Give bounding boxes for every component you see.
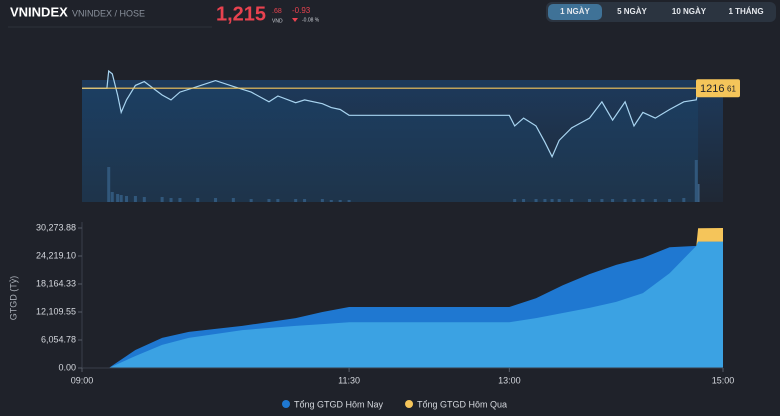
x-tick-label: 09:00 bbox=[71, 375, 94, 385]
volume-bar bbox=[214, 198, 218, 202]
volume-bar bbox=[570, 199, 574, 202]
volume-bar bbox=[600, 199, 604, 202]
symbol: VNINDEX bbox=[10, 4, 68, 19]
volume-bar bbox=[169, 198, 173, 202]
tab-active bbox=[548, 4, 602, 20]
volume-bar bbox=[543, 199, 547, 202]
y-tick-label: 6,054.78 bbox=[41, 334, 76, 344]
x-tick-label: 11:30 bbox=[338, 375, 360, 385]
change: -0.93 bbox=[292, 6, 311, 15]
volume-bar bbox=[110, 192, 114, 202]
down-arrow bbox=[292, 18, 298, 22]
volume-bar bbox=[653, 199, 657, 202]
tab[interactable]: 10 NGÀY bbox=[672, 7, 707, 16]
volume-bar bbox=[160, 197, 164, 202]
volume-bar bbox=[178, 198, 182, 202]
y-tick-label: 24,219.10 bbox=[36, 250, 76, 260]
legend-swatch bbox=[405, 400, 414, 408]
volume-bar bbox=[294, 199, 298, 202]
legend-label[interactable]: Tổng GTGD Hôm Qua bbox=[417, 399, 507, 409]
volume-bar bbox=[133, 196, 137, 202]
volume-bar bbox=[303, 199, 307, 202]
change-percent: -0.08 % bbox=[302, 17, 320, 23]
price-line bbox=[82, 69, 699, 159]
y-tick-label: 0.00 bbox=[58, 362, 76, 372]
reference-label: 1216 bbox=[700, 83, 724, 95]
exchange: VNINDEX / HOSE bbox=[72, 8, 145, 18]
x-tick-label: 15:00 bbox=[712, 375, 735, 385]
legend-swatch bbox=[282, 400, 290, 408]
volume-bar bbox=[513, 199, 517, 202]
volume-bar bbox=[587, 199, 591, 202]
volume-bar bbox=[522, 199, 526, 202]
price-decimal: .68 bbox=[272, 8, 282, 15]
volume-bar bbox=[196, 198, 200, 202]
volume-bar bbox=[632, 199, 636, 202]
y-tick-label: 18,164.33 bbox=[36, 278, 76, 288]
volume-bar bbox=[320, 199, 324, 202]
volume-bar bbox=[611, 199, 615, 202]
volume-bar bbox=[534, 199, 538, 202]
volume-bar bbox=[623, 199, 627, 202]
tab[interactable]: 1 NGÀY bbox=[560, 7, 590, 16]
tab-bar bbox=[546, 2, 776, 22]
reference-label-box bbox=[696, 79, 740, 98]
volume-bar bbox=[668, 199, 672, 202]
volume-bar bbox=[641, 199, 645, 202]
volume-bar bbox=[550, 199, 554, 202]
x-tick-label: 13:00 bbox=[498, 375, 521, 385]
legend-label[interactable]: Tổng GTGD Hôm Nay bbox=[294, 399, 384, 409]
price-area bbox=[82, 71, 699, 202]
volume-bar bbox=[116, 194, 120, 202]
price-unit: VND bbox=[272, 18, 283, 24]
volume-bar bbox=[329, 200, 333, 202]
volume-bar bbox=[231, 198, 235, 202]
tab[interactable]: 5 NGÀY bbox=[617, 7, 647, 16]
volume-bar bbox=[125, 196, 129, 202]
overlap-area bbox=[108, 241, 723, 368]
y-axis-label: GTGD (Tỷ) bbox=[8, 276, 18, 321]
y-tick-label: 30,273.88 bbox=[36, 222, 76, 232]
volume-bar bbox=[694, 160, 698, 202]
price-panel bbox=[82, 80, 723, 202]
volume-bar bbox=[696, 184, 700, 202]
volume-bar bbox=[142, 197, 146, 202]
volume-bar bbox=[557, 199, 561, 202]
volume-bar bbox=[267, 199, 271, 202]
reference-label-decimal: 61 bbox=[727, 84, 736, 93]
price: 1,215 bbox=[216, 3, 266, 25]
volume-bar bbox=[276, 199, 280, 202]
volume-bar bbox=[338, 200, 342, 202]
volume-bar bbox=[682, 198, 686, 202]
volume-bar bbox=[347, 200, 351, 202]
y-tick-label: 12,109.55 bbox=[36, 306, 76, 316]
volume-bar bbox=[107, 167, 111, 202]
volume-bar bbox=[119, 195, 123, 202]
tab[interactable]: 1 THÁNG bbox=[728, 7, 763, 16]
volume-bar bbox=[249, 199, 253, 202]
